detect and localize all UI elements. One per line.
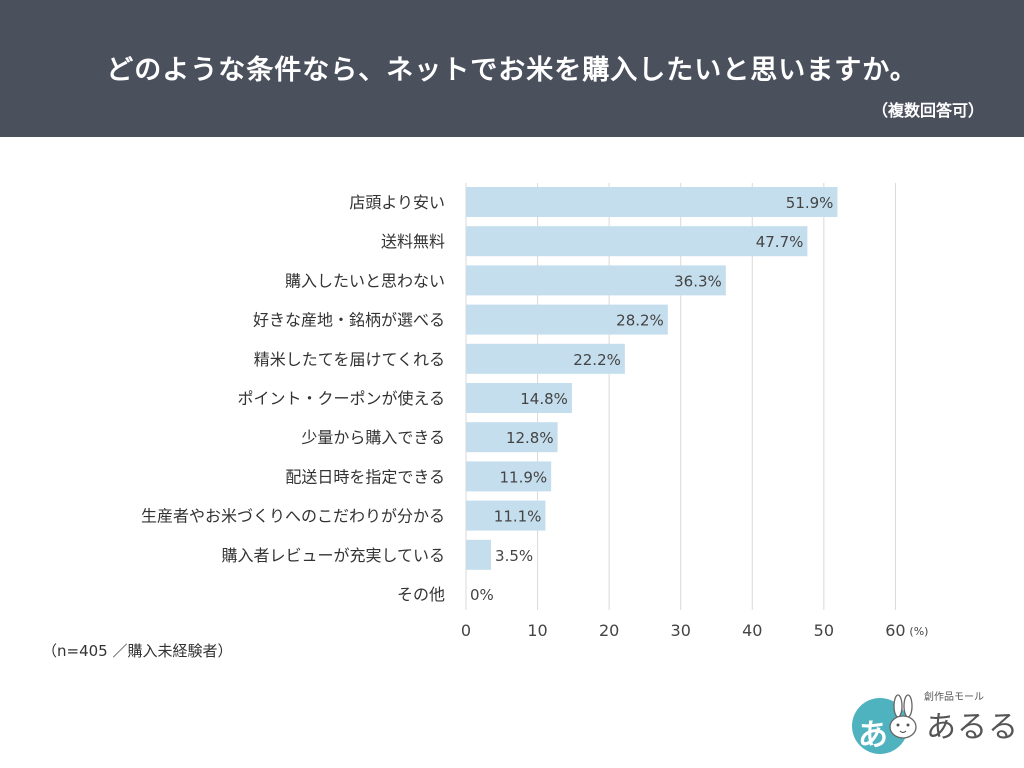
category-label: 送料無料 <box>381 232 445 251</box>
category-label: 購入したいと思わない <box>285 271 445 290</box>
category-label: 生産者やお米づくりへのこだわりが分かる <box>141 507 445 526</box>
logo-tagline: 創作品モール <box>924 692 984 703</box>
data-label: 47.7% <box>756 233 804 251</box>
bar <box>466 343 625 374</box>
bar <box>466 461 552 492</box>
x-tick-label: 10 <box>527 621 547 640</box>
header-banner: どのような条件なら、ネットでお米を購入したいと思いますか。 （複数回答可） <box>0 0 1024 137</box>
data-label: 3.5% <box>495 547 533 565</box>
page-subtitle: （複数回答可） <box>871 101 984 120</box>
bar <box>466 383 572 413</box>
bar <box>466 265 726 296</box>
category-label: 配送日時を指定できる <box>285 467 445 486</box>
x-tick-label: 0 <box>461 621 471 640</box>
category-label: 精米したてを届けてくれる <box>254 350 445 369</box>
category-label: 店頭より安い <box>349 193 445 212</box>
bar <box>466 304 668 335</box>
x-tick-label: 50 <box>814 621 834 640</box>
bar <box>466 539 492 570</box>
data-label: 11.9% <box>500 468 548 486</box>
category-label: 購入者レビューが充実している <box>221 546 445 565</box>
category-label: 好きな産地・銘柄が選べる <box>253 311 445 330</box>
page-title: どのような条件なら、ネットでお米を購入したいと思いますか。 <box>106 55 918 86</box>
data-label: 28.2% <box>616 312 664 330</box>
logo-glyph: あ <box>858 718 888 753</box>
category-label: ポイント・クーポンが使える <box>237 389 445 408</box>
logo-wordmark: あるる <box>926 710 1019 745</box>
data-label: 14.8% <box>520 390 568 408</box>
data-label: 22.2% <box>573 351 621 369</box>
data-label: 12.8% <box>506 429 554 447</box>
sample-note: （n=405 ／購入未経験者） <box>42 642 233 660</box>
category-label: その他 <box>397 585 445 604</box>
x-tick-label: 60 <box>885 621 905 640</box>
bar <box>466 500 546 531</box>
bar <box>466 226 808 257</box>
data-label: 0% <box>470 586 494 604</box>
bar <box>466 422 558 453</box>
bar <box>466 187 838 217</box>
x-tick-label: 40 <box>742 621 762 640</box>
x-unit-label: (%) <box>909 625 928 638</box>
brand-logo: あ 創作品モール あるる <box>852 688 1018 758</box>
category-label: 少量から購入できる <box>301 428 445 447</box>
bar-chart: 0 10 20 30 40 50 60 (%) 店頭より安い 51.9% 送料無料 47.7% 購入した… <box>141 183 928 640</box>
x-tick-label: 30 <box>671 621 691 640</box>
rabbit-icon <box>889 694 917 739</box>
x-tick-label: 20 <box>599 621 619 640</box>
data-label: 51.9% <box>786 194 834 212</box>
data-label: 36.3% <box>674 272 722 290</box>
data-label: 11.1% <box>494 508 542 526</box>
